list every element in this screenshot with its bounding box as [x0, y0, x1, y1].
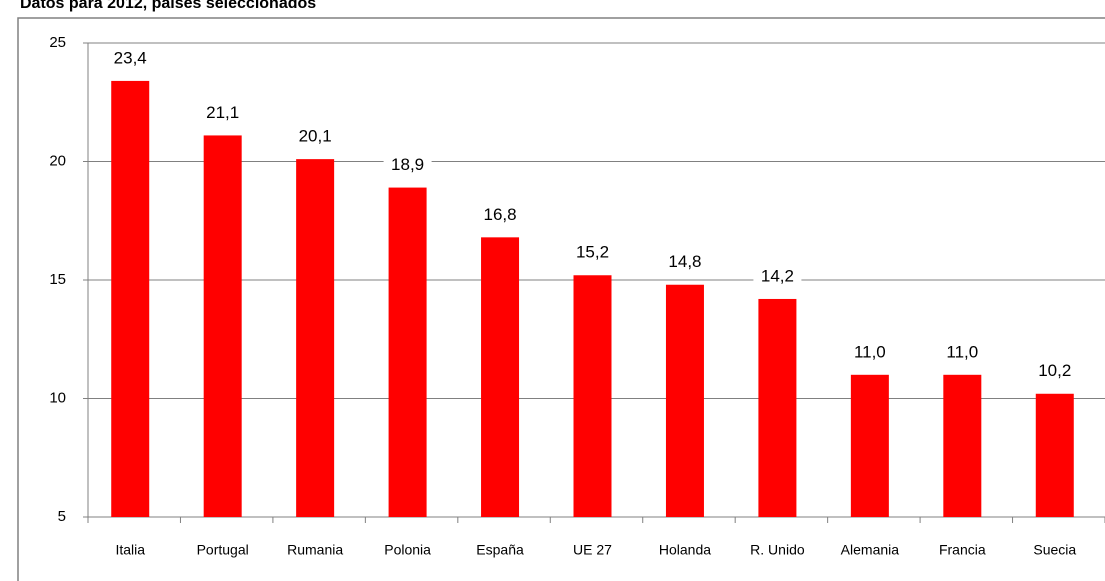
bar [111, 80, 150, 518]
bar [850, 374, 889, 517]
x-tick-label: Suecia [1033, 542, 1076, 558]
bar [943, 374, 982, 517]
value-label-bg [1030, 359, 1079, 384]
x-tick-label: Italia [115, 542, 145, 558]
y-tick-label: 10 [49, 389, 66, 406]
bar [758, 298, 797, 517]
y-tick-label: 25 [49, 34, 66, 51]
value-label-bg [106, 46, 155, 71]
value-label: 20,1 [299, 127, 332, 146]
value-label: 15,2 [576, 243, 609, 262]
value-label-bg [753, 264, 802, 289]
x-tick-label: UE 27 [573, 542, 612, 558]
bar [203, 135, 242, 517]
value-label-bg [568, 241, 617, 266]
value-label-bg [476, 203, 525, 228]
value-label-bg [383, 153, 432, 178]
y-tick-label: 15 [49, 271, 66, 288]
x-tick-label: Rumania [287, 542, 343, 558]
x-tick-label: Holanda [659, 542, 711, 558]
bar [296, 159, 335, 517]
bar [1035, 393, 1074, 517]
value-label: 23,4 [114, 48, 147, 67]
value-label: 16,8 [483, 205, 516, 224]
bar [665, 284, 704, 517]
x-tick-label: Polonia [384, 542, 431, 558]
value-label: 21,1 [206, 103, 239, 122]
chart-title: Datos para 2012, países seleccionados [20, 0, 316, 12]
value-label: 11,0 [854, 342, 886, 361]
bar [481, 237, 520, 517]
value-label: 11,0 [946, 342, 978, 361]
x-tick-label: Francia [939, 542, 986, 558]
chart-frame [17, 17, 1105, 581]
y-tick-label: 20 [49, 152, 66, 169]
value-label-bg [198, 101, 247, 126]
value-label: 14,2 [761, 266, 794, 285]
x-tick-label: R. Unido [750, 542, 805, 558]
value-label: 10,2 [1038, 361, 1071, 380]
x-tick-label: Alemania [841, 542, 900, 558]
value-label: 14,8 [668, 252, 701, 271]
value-label-bg [660, 250, 709, 275]
value-label-bg [845, 340, 894, 365]
x-tick-label: Portugal [197, 542, 249, 558]
bar [573, 275, 612, 517]
value-label-bg [938, 340, 987, 365]
value-label-bg [291, 125, 340, 150]
bar [388, 187, 427, 517]
y-tick-label: 5 [58, 508, 66, 525]
x-tick-label: España [476, 542, 524, 558]
value-label: 18,9 [391, 155, 424, 174]
